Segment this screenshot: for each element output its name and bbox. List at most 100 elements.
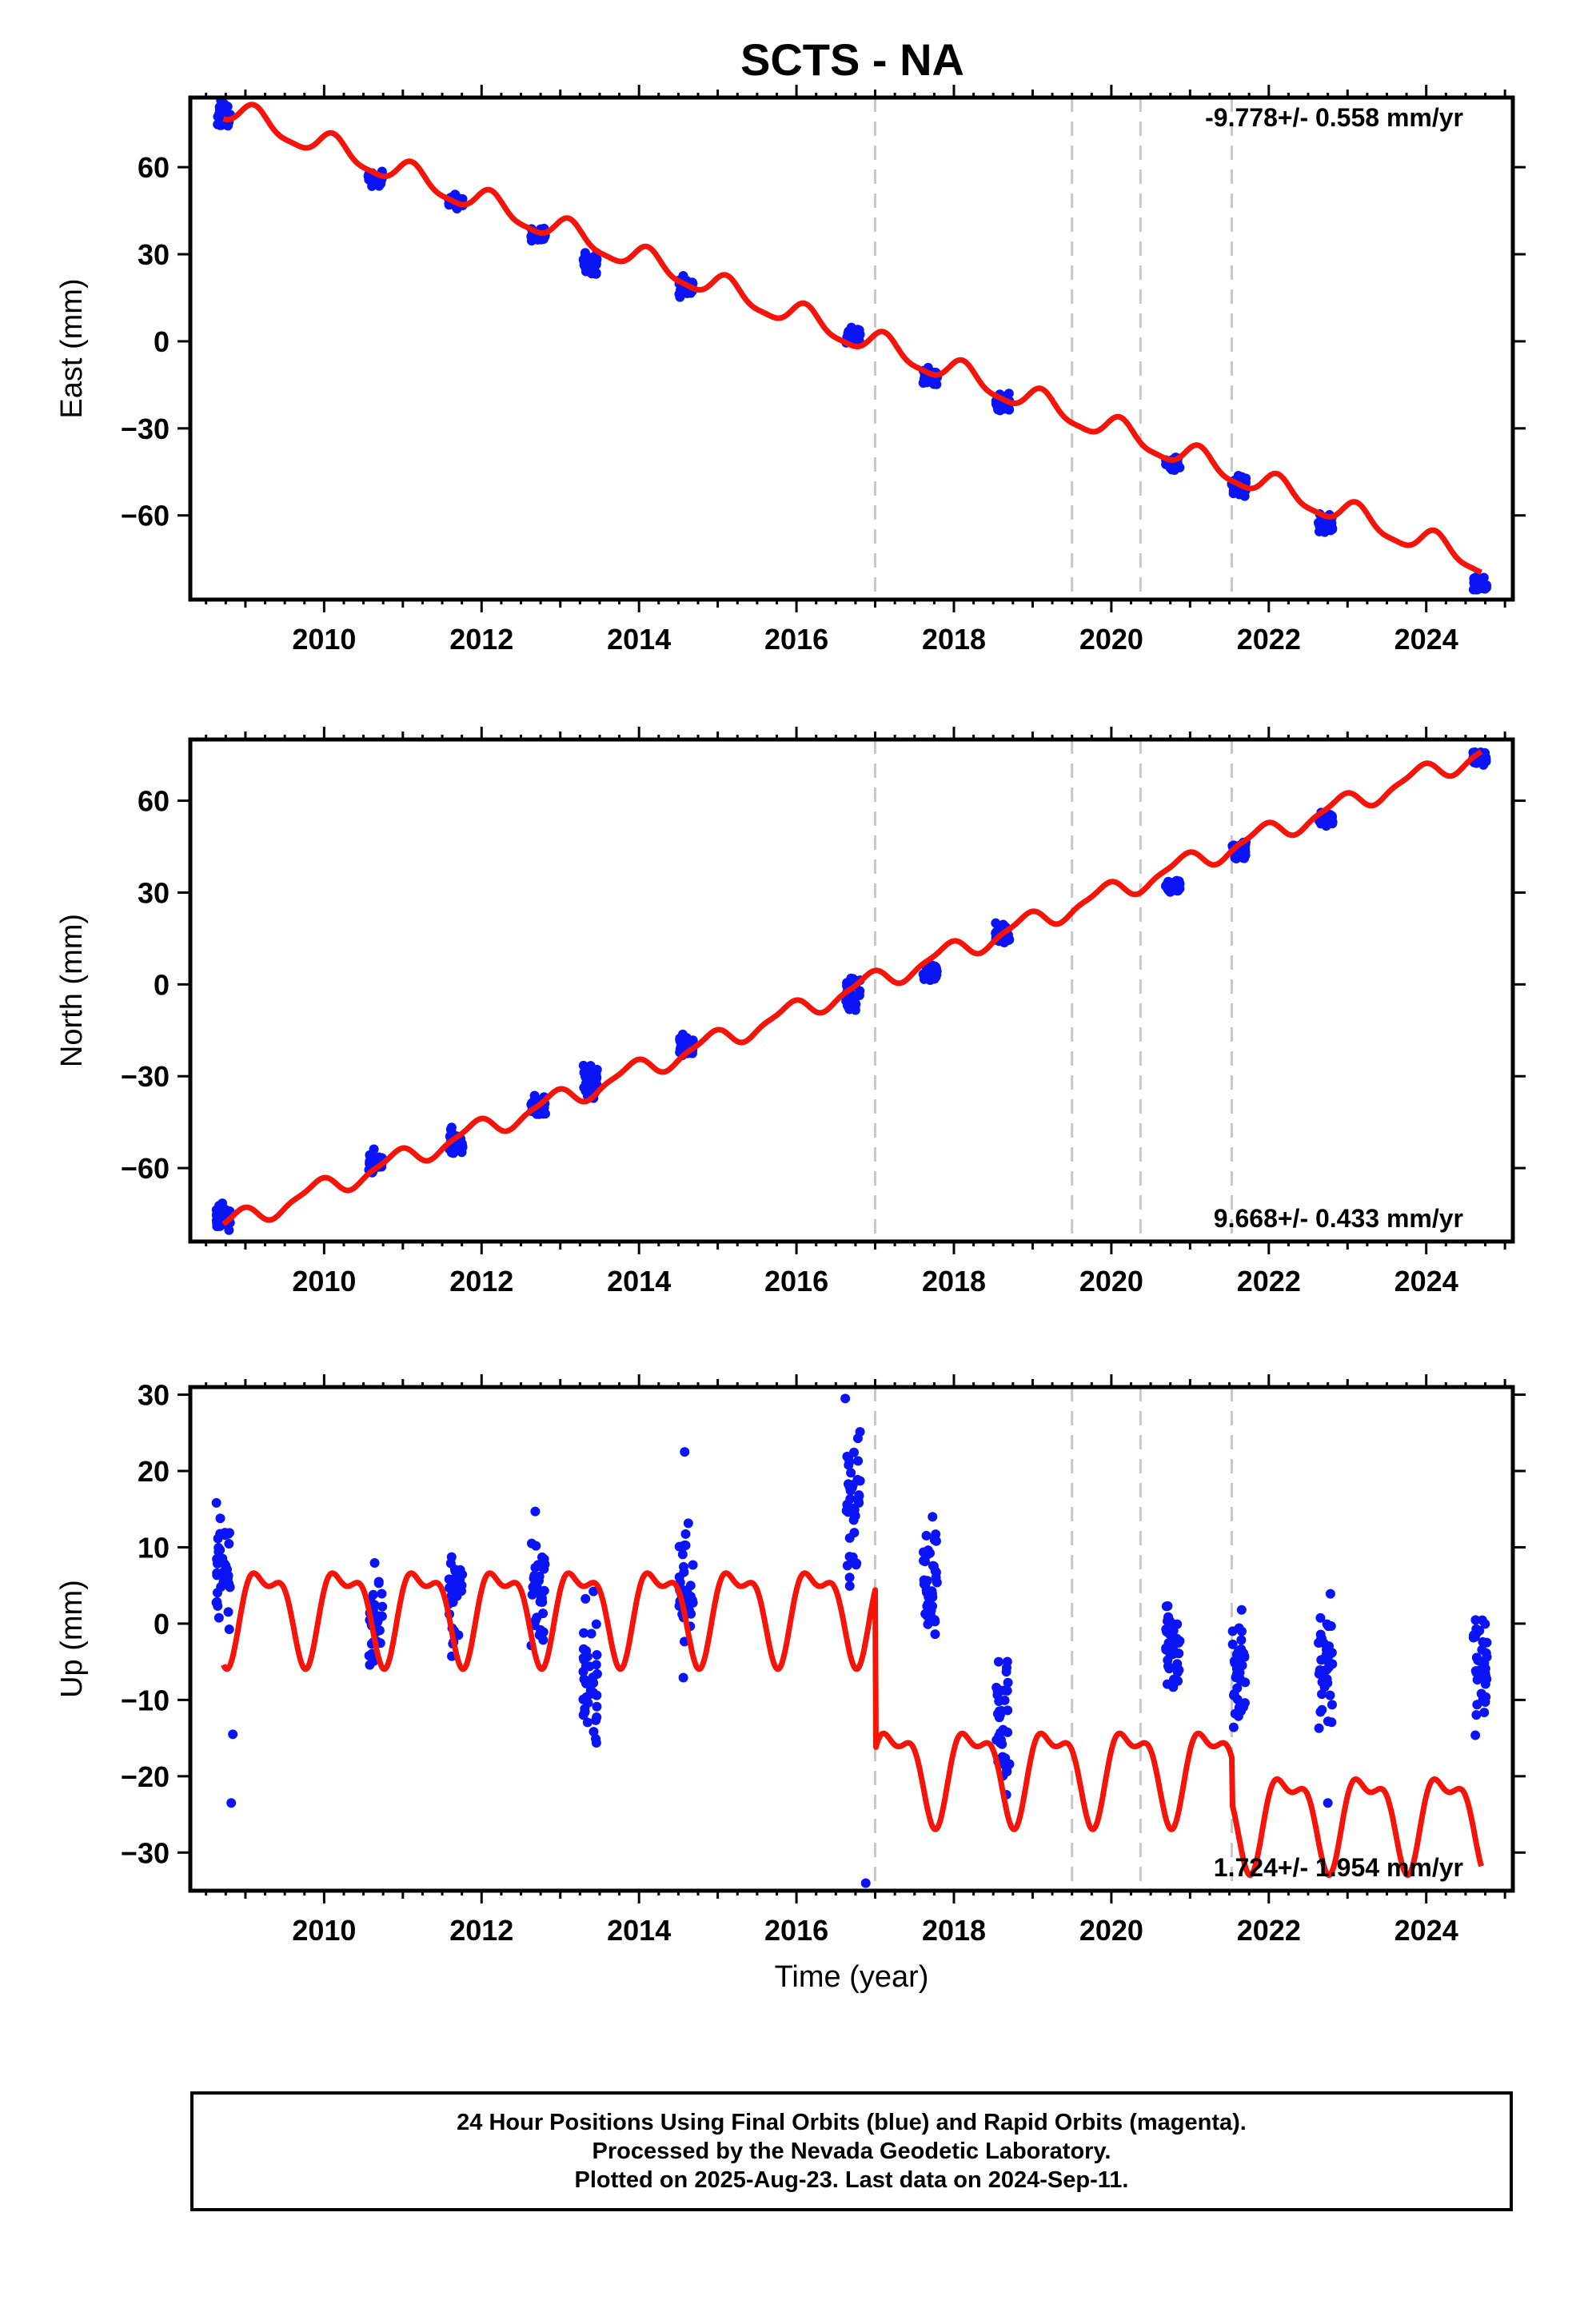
data-point bbox=[1174, 1664, 1184, 1675]
data-point bbox=[1477, 1644, 1487, 1655]
data-point bbox=[1327, 1717, 1337, 1728]
data-point bbox=[591, 1074, 601, 1085]
velocity-annotation: 1.724+/- 1.954 mm/yr bbox=[1214, 1853, 1463, 1882]
y-axis-label: East (mm) bbox=[55, 278, 89, 418]
data-point bbox=[220, 1204, 230, 1214]
data-point bbox=[578, 1694, 589, 1704]
data-point bbox=[373, 1578, 384, 1589]
data-point bbox=[1233, 1646, 1243, 1656]
data-point bbox=[538, 1635, 549, 1645]
data-point bbox=[1482, 1637, 1492, 1648]
x-tick-label: 2022 bbox=[1237, 1265, 1301, 1298]
y-axis-label: North (mm) bbox=[55, 914, 89, 1067]
model-fit-curve bbox=[221, 749, 1484, 1226]
data-point bbox=[588, 1672, 598, 1683]
data-point bbox=[688, 1560, 698, 1570]
data-point bbox=[854, 1491, 864, 1501]
data-point bbox=[1163, 1612, 1174, 1622]
x-tick-label: 2020 bbox=[1079, 1265, 1143, 1298]
data-point bbox=[923, 1545, 933, 1556]
x-tick-label: 2016 bbox=[764, 1265, 828, 1298]
data-point bbox=[1239, 491, 1250, 501]
data-point bbox=[1477, 1615, 1487, 1625]
data-point bbox=[1323, 517, 1334, 528]
x-tick-label: 2024 bbox=[1394, 1914, 1458, 1947]
data-point bbox=[840, 1393, 851, 1404]
data-point bbox=[688, 1595, 698, 1605]
data-point bbox=[592, 1712, 602, 1722]
x-tick-label: 2012 bbox=[449, 1265, 513, 1298]
plot-frame bbox=[188, 1385, 1515, 1893]
data-point bbox=[1327, 524, 1338, 535]
y-tick-label: −30 bbox=[121, 1836, 170, 1869]
plot-date-note: Plotted on 2025-Aug-23. Last data on 202… bbox=[574, 2167, 1129, 2193]
x-tick-label: 2020 bbox=[1079, 623, 1143, 656]
data-point bbox=[1323, 1678, 1333, 1688]
data-point bbox=[922, 1601, 932, 1612]
data-point bbox=[1234, 1702, 1244, 1712]
data-point bbox=[526, 1538, 537, 1549]
velocity-annotation: -9.778+/- 0.558 mm/yr bbox=[1205, 103, 1463, 132]
y-tick-label: −30 bbox=[121, 413, 170, 445]
data-point bbox=[1314, 1723, 1324, 1733]
data-point bbox=[1236, 1635, 1247, 1645]
data-point bbox=[1323, 1798, 1333, 1808]
data-point bbox=[853, 1456, 864, 1466]
data-point bbox=[592, 1701, 602, 1712]
y-tick-label: 10 bbox=[138, 1531, 170, 1564]
data-point bbox=[1228, 1722, 1239, 1732]
data-point bbox=[680, 1529, 691, 1539]
data-point bbox=[538, 1109, 549, 1119]
y-tick-label: −60 bbox=[121, 1152, 170, 1185]
data-point bbox=[215, 1529, 225, 1539]
north-panel: 2010 2012 2014 2016 2018 2020 2022 2024 −60 −30 0 3… bbox=[55, 727, 1526, 1298]
data-point bbox=[585, 1082, 596, 1093]
data-point bbox=[1475, 582, 1486, 592]
x-tick-label: 2010 bbox=[292, 1265, 356, 1298]
data-point bbox=[1479, 1708, 1490, 1718]
data-point bbox=[1482, 1652, 1492, 1662]
data-point bbox=[1002, 1767, 1012, 1777]
x-tick-label: 2012 bbox=[449, 623, 513, 656]
data-point bbox=[1240, 847, 1251, 857]
data-point bbox=[932, 379, 942, 389]
data-point bbox=[677, 1549, 688, 1560]
processing-info-box: 24 Hour Positions Using Final Orbits (bl… bbox=[190, 2091, 1513, 2211]
y-tick-label: −10 bbox=[121, 1684, 170, 1716]
data-point bbox=[1325, 1589, 1335, 1599]
data-point bbox=[212, 1222, 222, 1232]
x-tick-label: 2016 bbox=[764, 1914, 828, 1947]
data-point bbox=[855, 1476, 865, 1486]
data-point bbox=[921, 1530, 932, 1541]
data-point bbox=[578, 1060, 589, 1070]
x-tick-label: 2014 bbox=[607, 1914, 671, 1947]
data-point bbox=[1327, 1648, 1337, 1658]
data-point bbox=[842, 1561, 852, 1571]
y-tick-label: 60 bbox=[138, 785, 170, 818]
data-point bbox=[920, 1608, 931, 1619]
east-panel: 2010 2012 2014 2016 2018 2020 2022 2024 −60 −30 0 3… bbox=[55, 85, 1526, 656]
data-point bbox=[585, 1685, 596, 1696]
y-tick-label: 0 bbox=[154, 325, 170, 358]
data-point bbox=[1162, 1626, 1172, 1636]
data-point bbox=[1315, 1634, 1326, 1644]
velocity-annotation: 9.668+/- 0.433 mm/yr bbox=[1214, 1204, 1463, 1233]
data-point bbox=[1471, 1710, 1482, 1720]
data-point bbox=[1327, 1659, 1338, 1669]
data-point bbox=[1473, 1655, 1483, 1665]
data-point bbox=[1165, 463, 1175, 473]
data-point bbox=[1327, 1700, 1337, 1710]
data-point bbox=[855, 1426, 865, 1437]
x-tick-label: 2024 bbox=[1394, 1265, 1458, 1298]
data-point bbox=[538, 1608, 549, 1619]
chart-title: SCTS - NA bbox=[740, 34, 964, 85]
up-panel: 2010 2012 2014 2016 2018 2020 2022 2024−30−20−1… bbox=[55, 1374, 1526, 1994]
data-point bbox=[854, 991, 864, 1001]
y-tick-label: 0 bbox=[154, 1608, 170, 1640]
x-tick-label: 2024 bbox=[1394, 623, 1458, 656]
data-point bbox=[994, 1696, 1004, 1706]
data-point bbox=[377, 1589, 387, 1599]
data-point bbox=[1323, 813, 1334, 823]
data-point bbox=[530, 1506, 541, 1517]
model-fit-curve bbox=[221, 1570, 1484, 1879]
